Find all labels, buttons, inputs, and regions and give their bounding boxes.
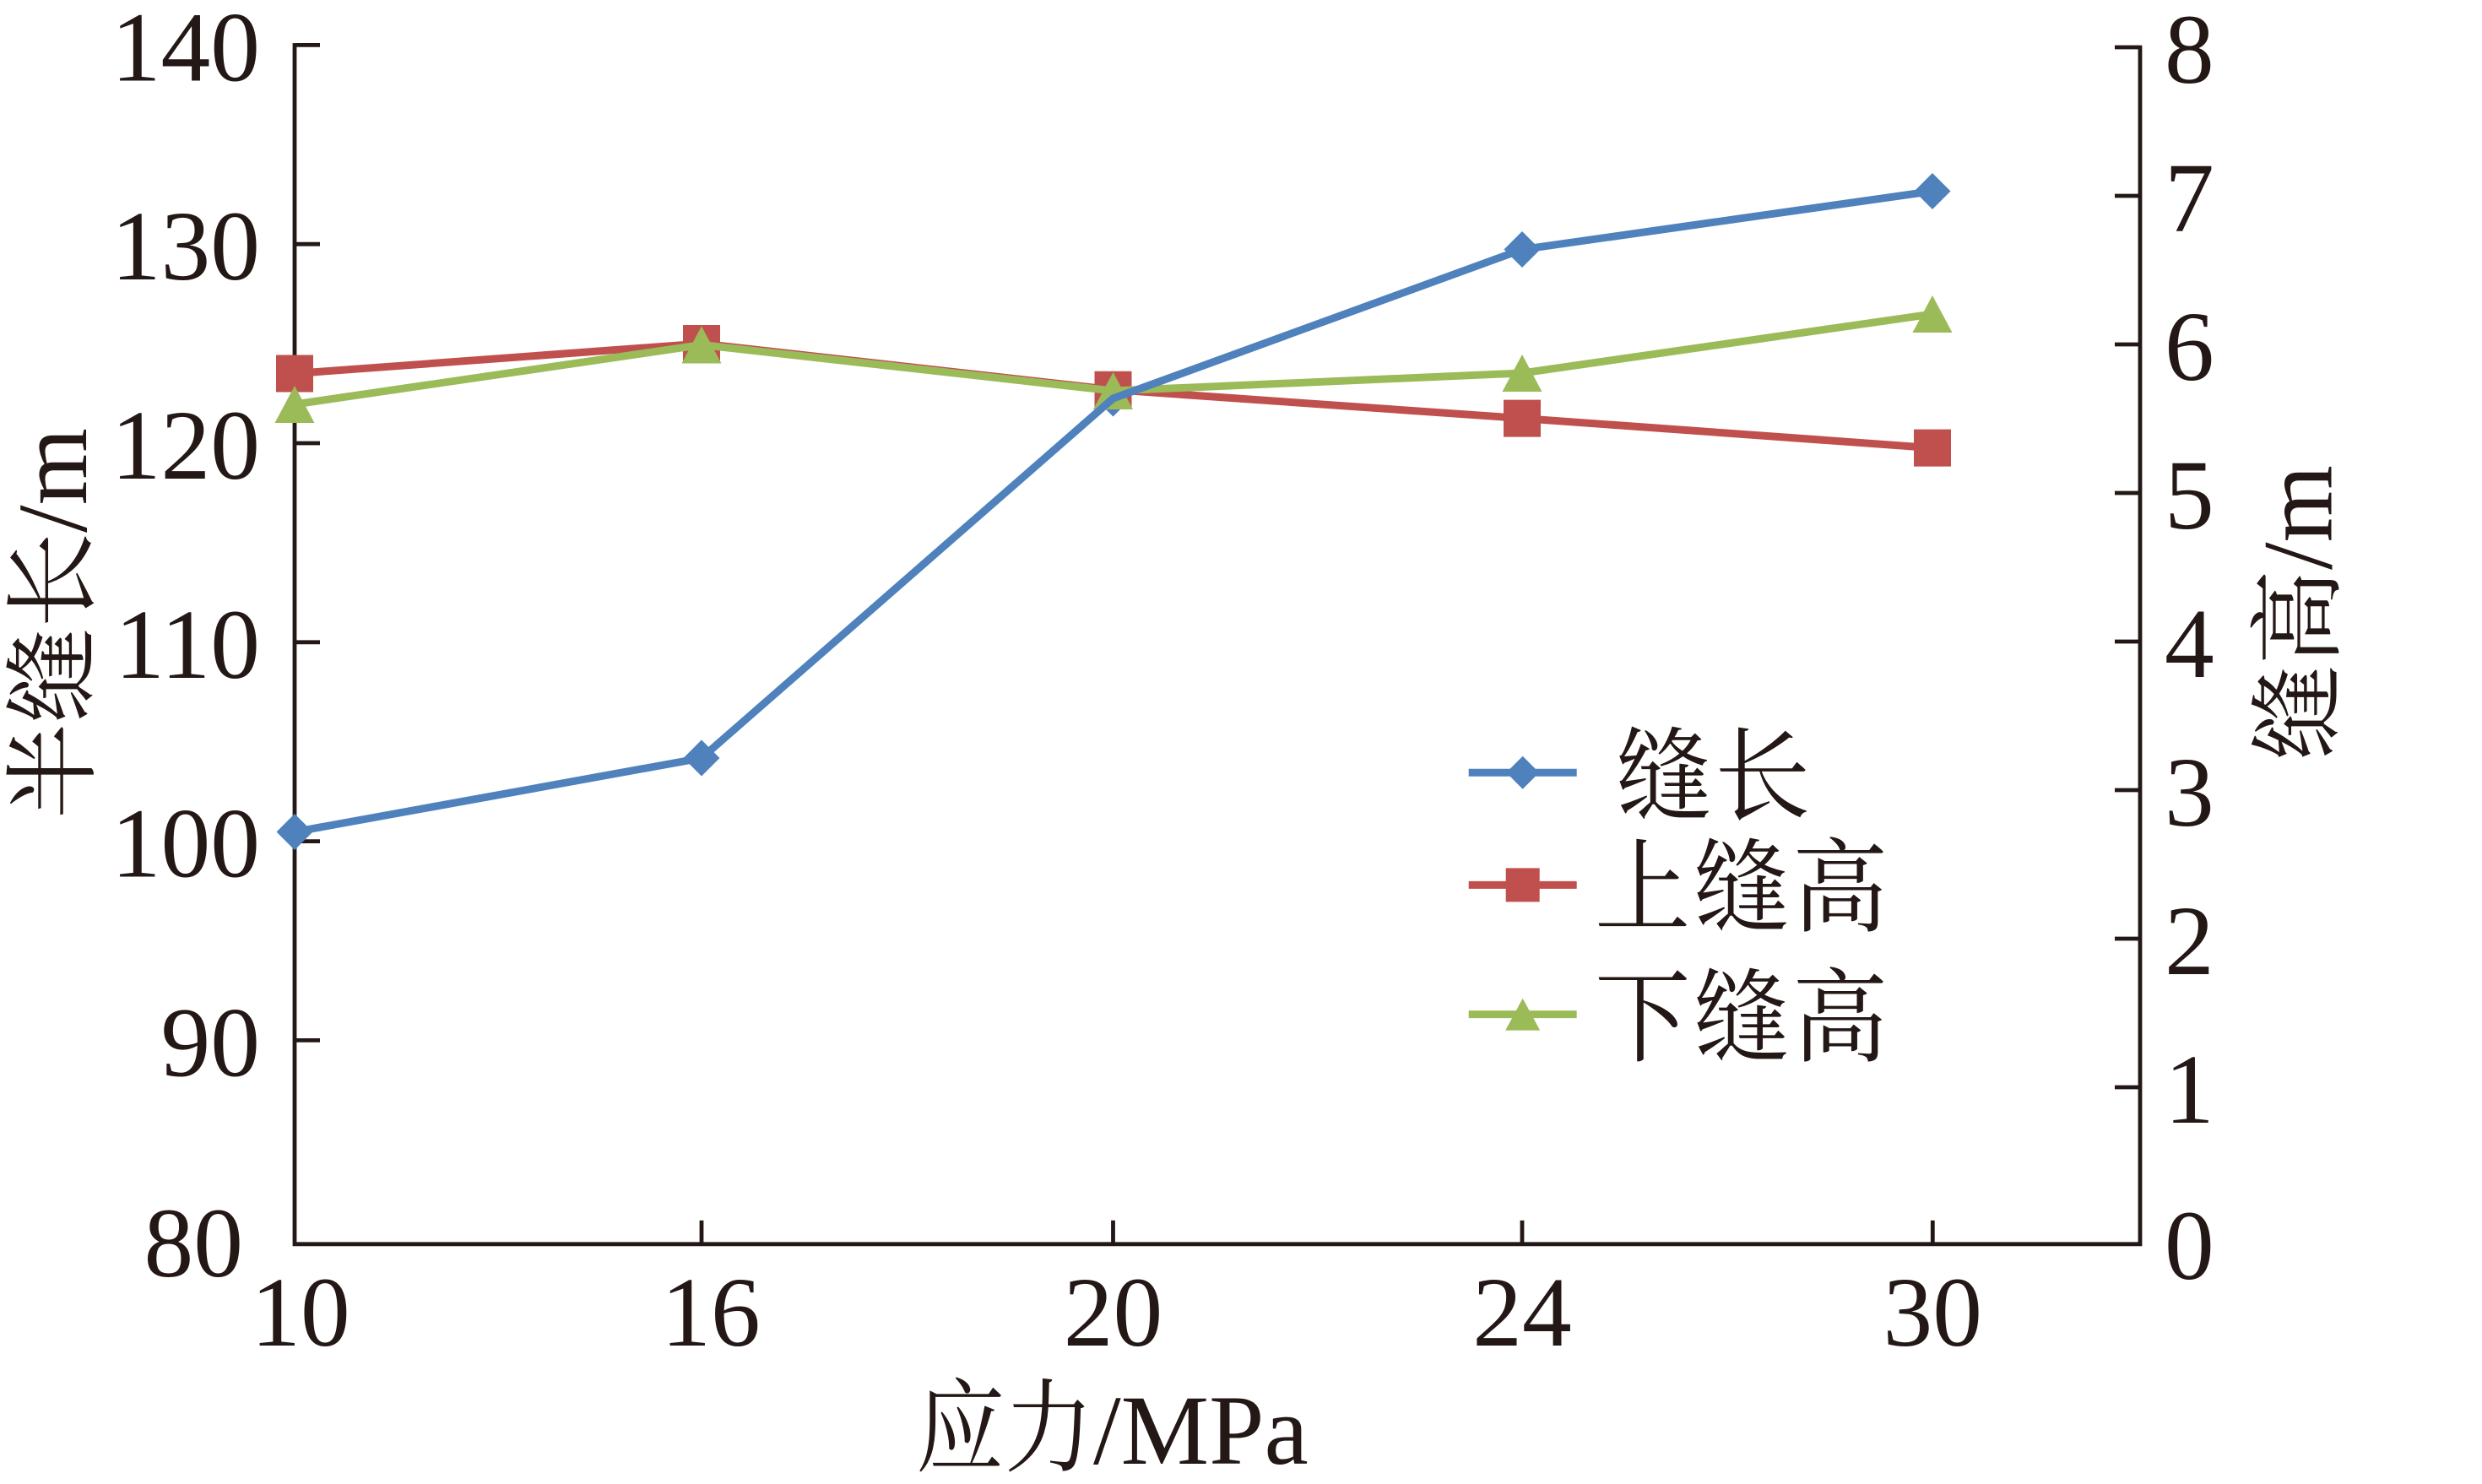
svg-text:/m: /m [0,428,108,533]
svg-text:4: 4 [2165,589,2214,699]
svg-text:140: 140 [111,0,260,102]
svg-text:30: 30 [1883,1258,1983,1368]
svg-text:120: 120 [111,391,260,501]
svg-text:90: 90 [161,988,261,1097]
svg-text:0: 0 [2165,1191,2214,1301]
svg-text:8: 8 [2165,0,2214,105]
svg-text:3: 3 [2165,738,2214,848]
svg-text:100: 100 [111,789,260,899]
svg-text:6: 6 [2165,292,2214,402]
svg-text:130: 130 [111,192,260,301]
svg-text:2: 2 [2165,886,2214,996]
svg-text:80: 80 [144,1189,244,1298]
svg-text:5: 5 [2165,441,2214,550]
svg-text:1: 1 [2165,1035,2214,1145]
svg-text:110: 110 [115,590,260,700]
svg-text:7: 7 [2165,144,2214,253]
svg-text:/m: /m [2244,465,2354,570]
svg-text:/MPa: /MPa [1093,1376,1309,1484]
svg-text:10: 10 [251,1258,350,1368]
svg-text:24: 24 [1472,1258,1572,1368]
svg-text:20: 20 [1064,1258,1163,1368]
svg-text:16: 16 [661,1258,761,1368]
